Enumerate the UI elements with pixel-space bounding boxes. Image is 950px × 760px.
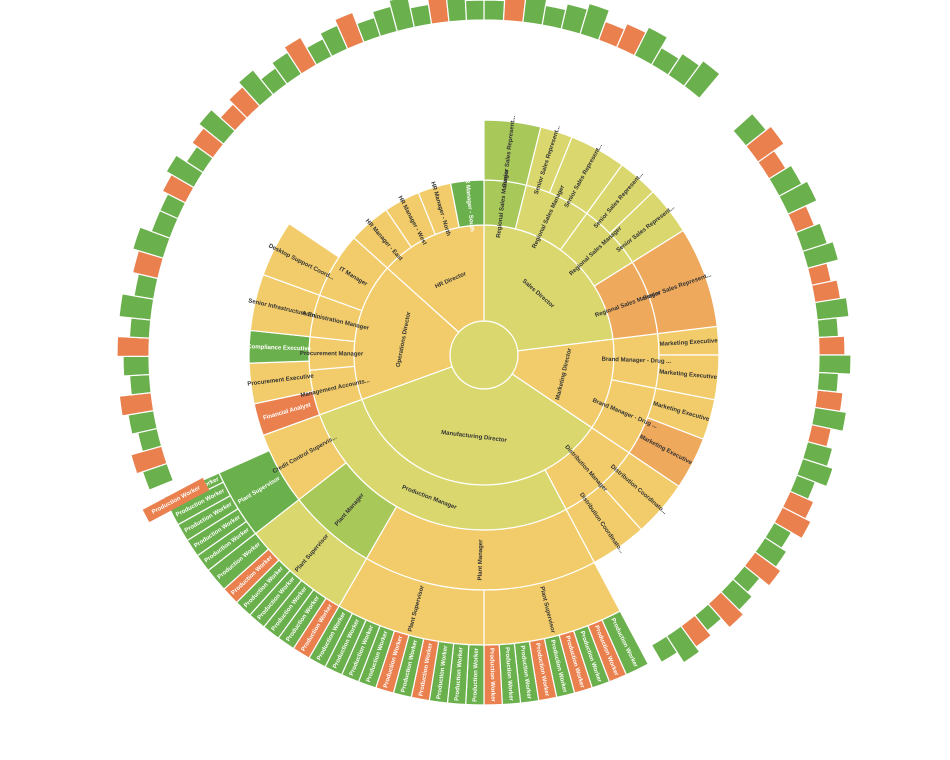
outer-bar-segment[interactable] [817, 335, 846, 356]
outer-bar-segment[interactable] [464, 0, 485, 22]
outer-bar-segment[interactable] [816, 371, 840, 393]
segment-label-production-worker: Production Worker [503, 647, 513, 702]
segment-label-compliance-executive: Compliance Executive [247, 344, 312, 352]
sunburst-segment-desktop-support-coord[interactable] [262, 222, 340, 296]
outer-bar-segment[interactable] [116, 335, 151, 358]
outer-bar-segment[interactable] [150, 209, 179, 239]
outer-bar-segment[interactable] [683, 59, 721, 100]
outer-bar-segment[interactable] [122, 355, 151, 377]
segment-label-production-worker: Production Worker [472, 647, 479, 702]
outer-bar-segment[interactable] [128, 317, 152, 339]
outer-bar-segment[interactable] [817, 354, 852, 375]
segment-label-marketing-executive: Marketing Executive [659, 338, 718, 348]
sunburst-segment-hr-manager-south[interactable] [449, 179, 485, 229]
outer-bar-segment[interactable] [483, 0, 506, 22]
outer-bar-segment[interactable] [409, 3, 433, 29]
outer-bar-segment[interactable] [502, 0, 527, 23]
outer-bar-segment[interactable] [446, 0, 468, 23]
segment-label-production-worker: Production Worker [488, 648, 495, 703]
segment-label-brand-manager-drug: Brand Manager - Drug ... [601, 357, 671, 365]
outer-bar-segment[interactable] [128, 373, 152, 396]
stray-bar [142, 477, 210, 523]
segment-label-hr-manager-south: HR Manager - South [463, 174, 474, 232]
sunburst-arcs [116, 0, 852, 706]
outer-bar-segment[interactable] [816, 317, 840, 339]
segment-label-procurement-manager: Procurement Manager [300, 351, 364, 358]
segment-label-marketing-executive: Marketing Executive [659, 369, 718, 381]
outer-bar-segment[interactable] [650, 635, 679, 664]
outer-bar-segment[interactable] [427, 0, 450, 25]
segment-label-production-worker: Production Worker [454, 646, 464, 701]
segment-label-plant-manager: Plant Manager [478, 539, 485, 581]
